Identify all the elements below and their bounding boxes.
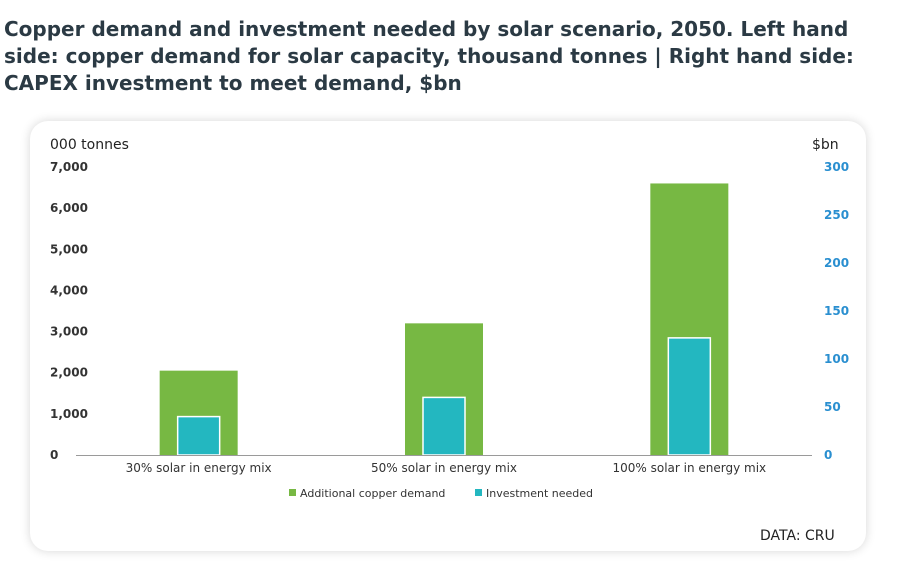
- category-label: 50% solar in energy mix: [371, 461, 517, 475]
- right-axis-tick-label: 300: [824, 160, 849, 174]
- investment-bar: [422, 396, 466, 456]
- left-axis-tick-label: 5,000: [50, 242, 88, 256]
- legend-label: Investment needed: [486, 487, 593, 500]
- left-axis-unit-label: 000 tonnes: [50, 137, 129, 153]
- left-axis-tick-label: 2,000: [50, 366, 88, 380]
- left-axis-tick-label: 1,000: [50, 407, 88, 421]
- left-axis-tick-label: 3,000: [50, 325, 88, 339]
- right-axis-tick-label: 200: [824, 256, 849, 270]
- legend-swatch: [475, 489, 482, 496]
- legend-swatch: [289, 489, 296, 496]
- left-axis-tick-label: 0: [50, 448, 58, 462]
- left-axis-tick-label: 4,000: [50, 283, 88, 297]
- right-axis-tick-label: 0: [824, 448, 832, 462]
- category-label: 100% solar in energy mix: [613, 461, 767, 475]
- right-axis-tick-label: 250: [824, 208, 849, 222]
- chart-title: Copper demand and investment needed by s…: [4, 17, 854, 95]
- investment-bar: [176, 415, 221, 456]
- right-axis-tick-label: 150: [824, 304, 849, 318]
- right-axis-tick-label: 100: [824, 352, 849, 366]
- investment-bar: [667, 337, 712, 456]
- data-source-label: DATA: CRU: [760, 528, 835, 544]
- category-label: 30% solar in energy mix: [126, 461, 272, 475]
- right-axis-tick-label: 50: [824, 400, 841, 414]
- left-axis-tick-label: 7,000: [50, 160, 88, 174]
- legend-label: Additional copper demand: [300, 487, 445, 500]
- right-axis-unit-label: $bn: [812, 137, 839, 153]
- left-axis-tick-label: 6,000: [50, 201, 88, 215]
